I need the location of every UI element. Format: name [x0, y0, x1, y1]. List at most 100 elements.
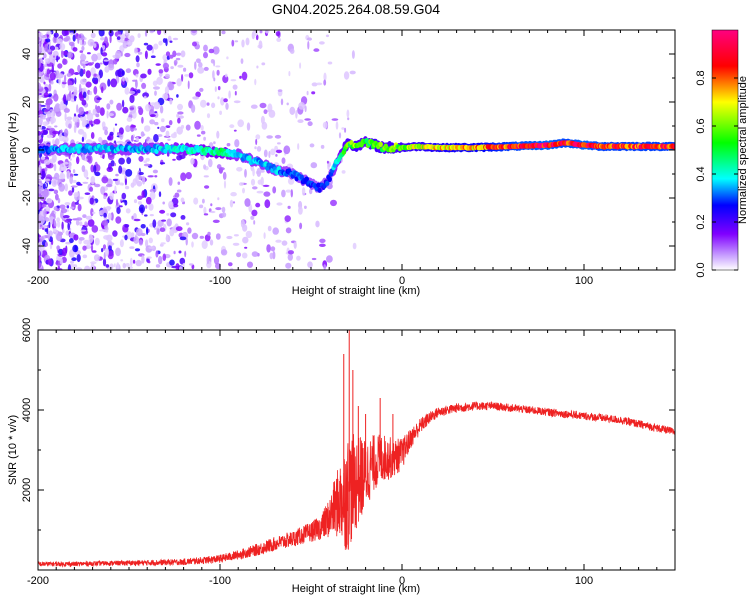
- heatmap-speckle: [62, 58, 68, 65]
- heatmap-speckle: [349, 70, 356, 75]
- heatmap-speckle: [115, 216, 122, 224]
- heatmap-speckle: [275, 239, 282, 243]
- heatmap-speckle: [186, 222, 190, 226]
- heatmap-speckle: [113, 263, 116, 268]
- heatmap-speckle: [73, 192, 79, 198]
- heatmap-speckle: [90, 262, 95, 270]
- heatmap-speckle: [173, 59, 178, 65]
- heatmap-speckle: [133, 199, 138, 204]
- heatmap-speckle: [147, 175, 154, 178]
- heatmap-speckle: [89, 186, 94, 192]
- heatmap-speckle: [181, 74, 184, 82]
- heatmap-speckle: [91, 225, 99, 233]
- heatmap-speckle: [121, 70, 125, 76]
- heatmap-speckle: [169, 259, 175, 266]
- heatmap-speckle: [170, 66, 174, 70]
- heatmap-speckle: [80, 115, 87, 122]
- ridge-cell: [163, 148, 168, 154]
- heatmap-speckle: [153, 43, 159, 50]
- heatmap-speckle: [54, 103, 61, 112]
- heatmap-speckle: [159, 209, 166, 214]
- ridge-cell: [154, 148, 159, 154]
- heatmap-speckle: [216, 130, 220, 139]
- heatmap-speckle: [156, 228, 160, 235]
- heatmap-speckle: [203, 44, 208, 52]
- heatmap-speckle: [298, 206, 303, 215]
- heatmap-speckle: [219, 110, 223, 116]
- heatmap-speckle: [304, 118, 311, 121]
- heatmap-speckle: [51, 178, 58, 187]
- heatmap-speckle: [100, 186, 106, 195]
- heatmap-speckle: [162, 201, 165, 205]
- heatmap-speckle: [96, 97, 102, 101]
- heatmap-speckle: [52, 139, 55, 145]
- heatmap-speckle: [168, 83, 175, 91]
- heatmap-speckle: [83, 69, 86, 74]
- heatmap-speckle: [296, 255, 301, 261]
- heatmap-speckle: [182, 263, 185, 268]
- heatmap-speckle: [129, 246, 135, 249]
- heatmap-speckle: [140, 232, 146, 237]
- heatmap-speckle: [83, 37, 87, 40]
- heatmap-speckle: [155, 63, 161, 66]
- heatmap-speckle: [270, 148, 276, 156]
- heatmap-speckle: [252, 186, 258, 190]
- heatmap-speckle: [351, 50, 355, 59]
- heatmap-speckle: [118, 157, 125, 165]
- heatmap-speckle: [81, 120, 86, 128]
- heatmap-speckle: [112, 58, 118, 65]
- heatmap-speckle: [57, 220, 61, 228]
- heatmap-speckle: [107, 250, 114, 260]
- heatmap-speckle: [166, 213, 170, 216]
- heatmap-speckle: [149, 119, 156, 125]
- spectrogram-y-tick-label: 20: [21, 96, 33, 108]
- heatmap-speckle: [210, 210, 216, 214]
- heatmap-speckle: [53, 93, 59, 102]
- heatmap-speckle: [233, 234, 239, 237]
- heatmap-speckle: [168, 120, 173, 126]
- heatmap-speckle: [157, 30, 162, 35]
- heatmap-speckle: [223, 98, 228, 103]
- heatmap-speckle: [275, 154, 278, 157]
- heatmap-speckle: [125, 185, 130, 190]
- heatmap-speckle: [150, 102, 157, 106]
- heatmap-speckle: [156, 76, 163, 85]
- heatmap-speckle: [230, 79, 237, 82]
- heatmap-speckle: [92, 108, 98, 116]
- heatmap-speckle: [118, 205, 123, 208]
- heatmap-speckle: [158, 69, 164, 74]
- heatmap-speckle: [309, 188, 313, 195]
- heatmap-speckle: [133, 128, 137, 131]
- heatmap-speckle: [62, 247, 67, 257]
- heatmap-speckle: [319, 41, 325, 45]
- heatmap-speckle: [326, 160, 329, 164]
- heatmap-speckle: [161, 219, 167, 222]
- heatmap-speckle: [135, 73, 139, 78]
- heatmap-speckle: [194, 61, 197, 70]
- heatmap-speckle: [185, 172, 192, 180]
- heatmap-speckle: [78, 237, 85, 241]
- heatmap-speckle: [298, 102, 306, 110]
- heatmap-speckle: [277, 89, 283, 92]
- heatmap-speckle: [203, 213, 209, 216]
- heatmap-speckle: [255, 138, 258, 145]
- heatmap-speckle: [98, 75, 101, 83]
- heatmap-speckle: [132, 259, 136, 264]
- heatmap-speckle: [191, 264, 195, 270]
- heatmap-speckle: [84, 120, 91, 124]
- snr-y-tick-label: 4000: [21, 398, 33, 422]
- heatmap-speckle: [137, 89, 141, 94]
- heatmap-speckle: [69, 176, 74, 185]
- snr-x-tick-label: 0: [399, 575, 405, 587]
- heatmap-speckle: [272, 186, 277, 194]
- heatmap-speckle: [174, 192, 180, 198]
- heatmap-speckle: [66, 205, 70, 209]
- heatmap-speckle: [129, 111, 133, 115]
- heatmap-speckle: [125, 169, 133, 177]
- heatmap-speckle: [212, 70, 215, 80]
- heatmap-speckle: [158, 191, 162, 198]
- heatmap-speckle: [203, 51, 208, 59]
- heatmap-speckle: [44, 167, 48, 172]
- heatmap-speckle: [77, 183, 83, 186]
- snr-x-tick-label: 100: [575, 575, 593, 587]
